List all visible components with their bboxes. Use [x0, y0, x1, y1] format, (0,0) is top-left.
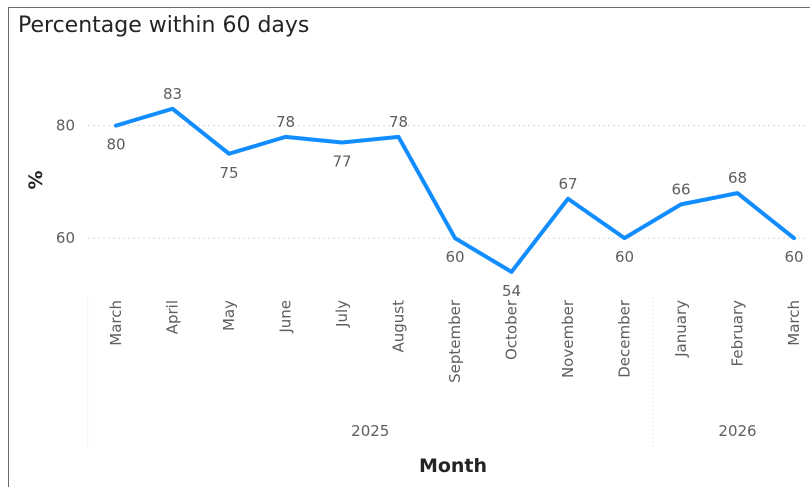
x-axis-month-ticks: March April May June July August September Octo… [107, 299, 803, 383]
x-tick-december: December [616, 299, 634, 378]
data-labels: 80 83 75 78 77 78 60 54 67 60 66 68 60 [106, 85, 803, 300]
y-axis-ticks: 60 80 [56, 117, 75, 248]
y-tick-60: 60 [56, 229, 75, 247]
data-label: 67 [558, 175, 577, 193]
data-label: 68 [728, 169, 747, 187]
data-label: 83 [163, 85, 182, 103]
data-label: 54 [502, 282, 521, 300]
data-label: 80 [106, 136, 125, 154]
data-label: 60 [445, 248, 464, 266]
data-label: 78 [389, 113, 408, 131]
x-tick-january: January [672, 300, 690, 358]
chart-frame [8, 7, 810, 487]
x-tick-april: April [164, 300, 182, 334]
series-line [114, 106, 796, 274]
x-tick-july: July [333, 300, 351, 328]
x-tick-november: November [559, 299, 577, 378]
x-tick-june: June [277, 300, 295, 334]
chart-title: Percentage within 60 days [18, 13, 310, 38]
x-tick-february: February [729, 300, 747, 367]
x-axis-title: Month [419, 455, 487, 477]
data-label: 60 [784, 248, 803, 266]
x-tick-october: October [503, 299, 521, 360]
x-axis-year-ticks: 2025 2026 [87, 298, 757, 448]
x-tick-march: March [107, 300, 125, 346]
data-label: 60 [615, 248, 634, 266]
x-tick-september: September [446, 299, 464, 383]
data-label: 75 [219, 164, 238, 182]
data-label: 66 [671, 180, 690, 198]
x-tick-may: May [220, 300, 238, 331]
series-line-layer [114, 106, 796, 274]
x-tick-august: August [390, 300, 408, 353]
data-label: 77 [332, 153, 351, 171]
x-tick-march: March [785, 300, 803, 346]
year-label-2025: 2025 [351, 422, 389, 440]
y-axis-title: % [25, 170, 47, 189]
data-label: 78 [276, 113, 295, 131]
year-label-2026: 2026 [718, 422, 756, 440]
y-tick-80: 80 [56, 117, 75, 135]
